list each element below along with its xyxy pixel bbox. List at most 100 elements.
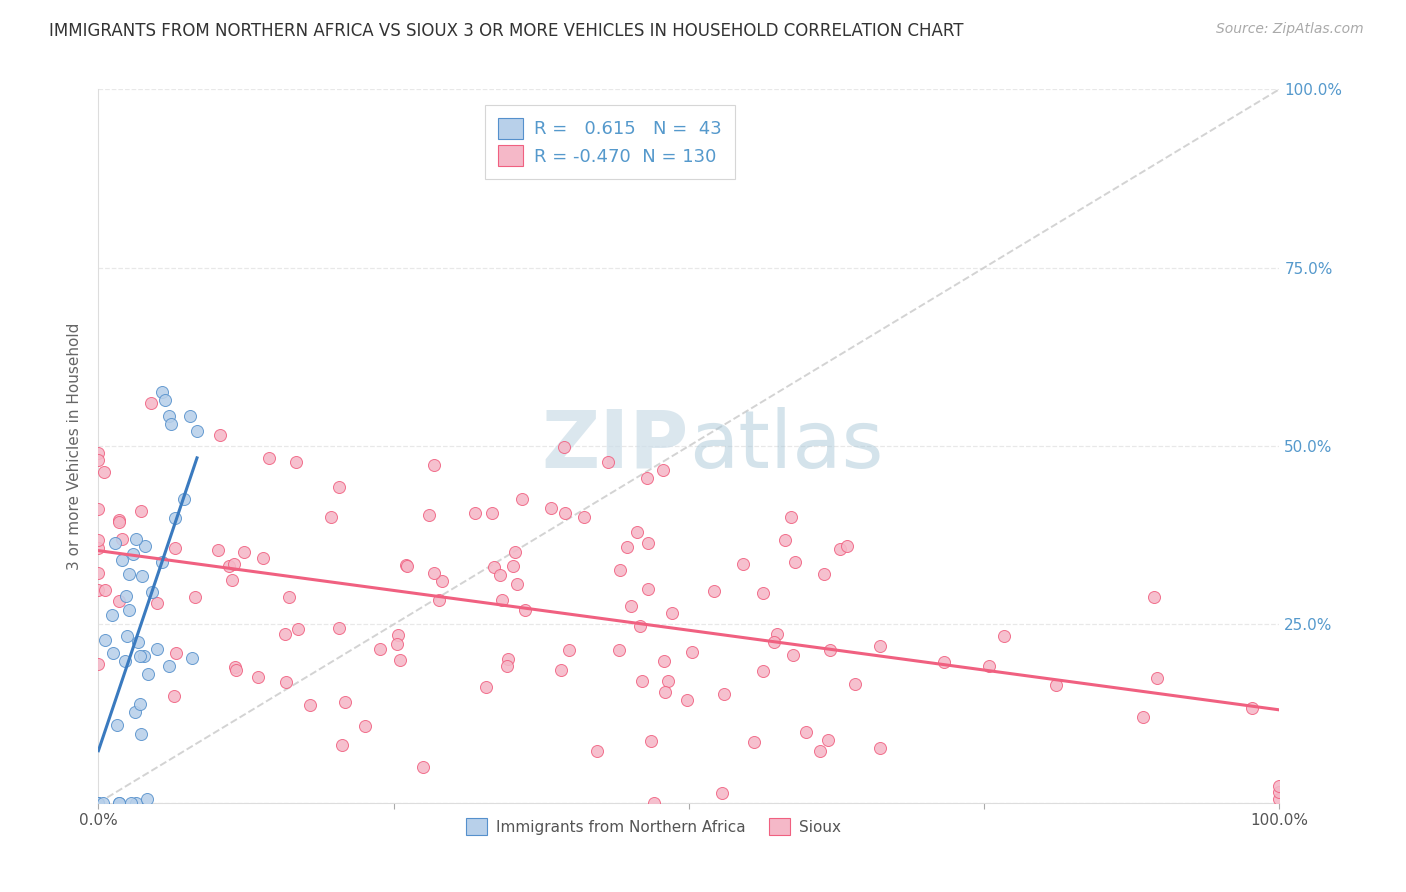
Point xyxy=(637,536,659,550)
Point xyxy=(572,509,595,524)
Point xyxy=(87,796,110,810)
Point xyxy=(224,659,246,673)
Point xyxy=(165,646,187,660)
Point xyxy=(319,510,342,524)
Point xyxy=(184,590,207,604)
Point xyxy=(813,566,835,581)
Point xyxy=(1268,792,1291,806)
Point xyxy=(387,637,409,651)
Point xyxy=(257,451,280,466)
Point xyxy=(934,655,956,669)
Point xyxy=(87,796,110,810)
Point xyxy=(128,649,150,664)
Point xyxy=(87,446,110,460)
Point xyxy=(87,583,110,598)
Point xyxy=(1143,591,1166,605)
Point xyxy=(481,506,503,520)
Point xyxy=(657,674,679,689)
Point xyxy=(430,574,453,588)
Point xyxy=(733,558,755,572)
Point xyxy=(274,627,297,641)
Point xyxy=(794,725,817,739)
Point xyxy=(765,626,787,640)
Point xyxy=(299,698,322,712)
Point xyxy=(503,545,526,559)
Point xyxy=(1268,780,1291,794)
Point xyxy=(681,645,703,659)
Point xyxy=(125,796,148,810)
Point xyxy=(150,385,173,400)
Point xyxy=(869,639,891,653)
Point xyxy=(93,796,115,810)
Point xyxy=(752,664,775,678)
Point xyxy=(186,424,208,438)
Point xyxy=(423,566,446,580)
Point xyxy=(247,669,270,683)
Point xyxy=(252,550,274,565)
Point xyxy=(354,719,377,733)
Point xyxy=(773,533,796,547)
Point xyxy=(423,458,446,472)
Point xyxy=(652,463,675,477)
Point xyxy=(87,566,110,580)
Point xyxy=(94,632,117,647)
Point xyxy=(830,541,852,556)
Point xyxy=(93,465,115,479)
Point xyxy=(640,733,662,747)
Point xyxy=(132,649,155,664)
Point xyxy=(335,695,357,709)
Point xyxy=(779,509,801,524)
Point xyxy=(1268,785,1291,799)
Point xyxy=(129,504,152,518)
Point xyxy=(475,680,498,694)
Point xyxy=(104,536,127,550)
Point xyxy=(129,698,152,712)
Point xyxy=(276,675,298,690)
Point xyxy=(505,576,527,591)
Point xyxy=(762,635,785,649)
Point xyxy=(136,666,159,681)
Text: IMMIGRANTS FROM NORTHERN AFRICA VS SIOUX 3 OR MORE VEHICLES IN HOUSEHOLD CORRELA: IMMIGRANTS FROM NORTHERN AFRICA VS SIOUX… xyxy=(49,22,963,40)
Point xyxy=(557,642,579,657)
Point xyxy=(412,760,434,774)
Point xyxy=(464,506,486,520)
Point xyxy=(752,586,775,600)
Point xyxy=(141,585,163,599)
Point xyxy=(208,428,231,442)
Point xyxy=(328,621,350,635)
Point xyxy=(616,541,638,555)
Point xyxy=(134,539,156,553)
Point xyxy=(637,582,659,596)
Point xyxy=(163,510,186,524)
Point xyxy=(127,635,149,649)
Point xyxy=(225,663,247,677)
Point xyxy=(1240,700,1263,714)
Point xyxy=(207,542,229,557)
Point xyxy=(396,558,419,573)
Point xyxy=(742,735,765,749)
Point xyxy=(710,786,733,800)
Y-axis label: 3 or more Vehicles in Household: 3 or more Vehicles in Household xyxy=(67,322,83,570)
Point xyxy=(654,685,676,699)
Point xyxy=(554,506,576,520)
Point xyxy=(703,584,725,599)
Point xyxy=(808,744,831,758)
Point xyxy=(221,574,243,588)
Point xyxy=(136,791,159,805)
Point xyxy=(87,657,110,671)
Text: Source: ZipAtlas.com: Source: ZipAtlas.com xyxy=(1216,22,1364,37)
Point xyxy=(652,654,675,668)
Point xyxy=(502,559,524,574)
Point xyxy=(287,622,309,636)
Point xyxy=(607,643,630,657)
Point xyxy=(87,501,110,516)
Point xyxy=(620,599,643,614)
Point xyxy=(146,596,169,610)
Point xyxy=(108,593,131,607)
Point xyxy=(105,718,128,732)
Point xyxy=(330,738,353,752)
Point xyxy=(482,560,505,574)
Point xyxy=(515,603,537,617)
Point xyxy=(163,690,186,704)
Point xyxy=(993,630,1015,644)
